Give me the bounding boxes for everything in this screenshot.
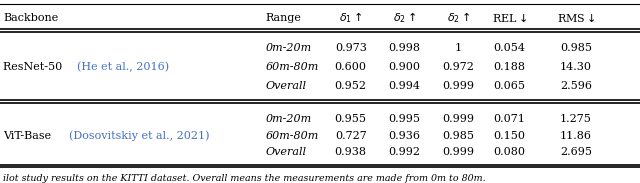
Text: $\delta_1$$\uparrow$: $\delta_1$$\uparrow$: [339, 10, 362, 25]
Text: $\delta_2$$\uparrow$: $\delta_2$$\uparrow$: [393, 10, 416, 25]
Text: 0m-20m: 0m-20m: [266, 43, 312, 53]
Text: $\delta_2$$\uparrow$: $\delta_2$$\uparrow$: [447, 10, 470, 25]
Text: 0.985: 0.985: [442, 130, 474, 141]
Text: 0.054: 0.054: [493, 43, 525, 53]
Text: 0.080: 0.080: [493, 147, 525, 157]
Text: 0.938: 0.938: [335, 147, 367, 157]
Text: 0.998: 0.998: [388, 43, 420, 53]
Text: 0.992: 0.992: [388, 147, 420, 157]
Text: 0.936: 0.936: [388, 130, 420, 141]
Text: Backbone: Backbone: [3, 13, 58, 23]
Text: 1: 1: [454, 43, 462, 53]
Text: 0.955: 0.955: [335, 114, 367, 124]
Text: 0.150: 0.150: [493, 130, 525, 141]
Text: 2.695: 2.695: [560, 147, 592, 157]
Text: 14.30: 14.30: [560, 62, 592, 72]
Text: ilot study results on the KITTI dataset. Overall means the measurements are made: ilot study results on the KITTI dataset.…: [3, 174, 486, 183]
Text: (Dosovitskiy et al., 2021): (Dosovitskiy et al., 2021): [69, 130, 210, 141]
Text: 0.995: 0.995: [388, 114, 420, 124]
Text: 11.86: 11.86: [560, 130, 592, 141]
Text: 0.071: 0.071: [493, 114, 525, 124]
Text: REL$\downarrow$: REL$\downarrow$: [492, 12, 527, 24]
Text: 0.952: 0.952: [335, 81, 367, 91]
Text: 60m-80m: 60m-80m: [266, 62, 319, 72]
Text: 1.275: 1.275: [560, 114, 592, 124]
Text: 60m-80m: 60m-80m: [266, 130, 319, 141]
Text: 0.727: 0.727: [335, 130, 367, 141]
Text: ResNet-50: ResNet-50: [3, 62, 66, 72]
Text: Range: Range: [266, 13, 301, 23]
Text: 0.973: 0.973: [335, 43, 367, 53]
Text: 0.188: 0.188: [493, 62, 525, 72]
Text: 0.985: 0.985: [560, 43, 592, 53]
Text: 0.900: 0.900: [388, 62, 420, 72]
Text: (He et al., 2016): (He et al., 2016): [77, 62, 169, 73]
Text: 0.600: 0.600: [335, 62, 367, 72]
Text: Overall: Overall: [266, 147, 307, 157]
Text: RMS$\downarrow$: RMS$\downarrow$: [557, 12, 595, 24]
Text: 0.972: 0.972: [442, 62, 474, 72]
Text: 2.596: 2.596: [560, 81, 592, 91]
Text: 0.999: 0.999: [442, 147, 474, 157]
Text: Overall: Overall: [266, 81, 307, 91]
Text: 0.999: 0.999: [442, 114, 474, 124]
Text: 0.065: 0.065: [493, 81, 525, 91]
Text: ViT-Base: ViT-Base: [3, 130, 55, 141]
Text: 0.999: 0.999: [442, 81, 474, 91]
Text: 0.994: 0.994: [388, 81, 420, 91]
Text: 0m-20m: 0m-20m: [266, 114, 312, 124]
